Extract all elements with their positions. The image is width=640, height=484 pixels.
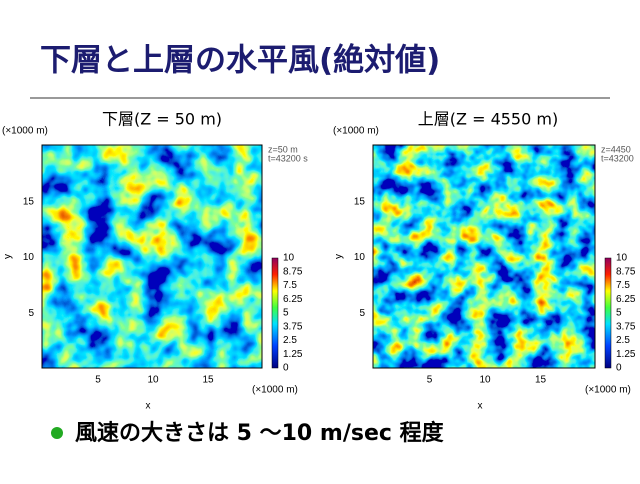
colorbar-label: 5: [616, 308, 622, 319]
bullet-dot: [51, 427, 63, 439]
x-unit: (×1000 m): [585, 385, 631, 396]
x-tick-label: 10: [147, 375, 159, 386]
x-tick-label: 5: [95, 375, 101, 386]
x-tick-label: 5: [427, 375, 433, 386]
colorbar-label: 10: [283, 253, 295, 264]
x-unit: (×1000 m): [252, 385, 298, 396]
heatmap: [42, 145, 262, 368]
panels: 下層(Z = 50 m) (×1000 m) 5 10 15 5 10 15 (×1000 m)…: [2, 110, 636, 412]
colorbar-label: 7.5: [283, 280, 297, 291]
colorbar-label: 10: [616, 253, 628, 264]
x-tick-label: 15: [202, 375, 214, 386]
colorbar-label: 0: [616, 363, 622, 374]
colorbar-label: 2.5: [616, 335, 630, 346]
y-tick-label: 5: [359, 308, 365, 319]
x-tick-label: 10: [479, 375, 491, 386]
heatmap: [373, 145, 595, 368]
colorbar-label: 2.5: [283, 335, 297, 346]
y-tick-label: 10: [354, 252, 366, 263]
y-tick-label: 15: [23, 196, 35, 207]
colorbar-label: 1.25: [616, 349, 636, 360]
colorbar: [604, 257, 612, 369]
colorbar-label: 1.25: [283, 349, 303, 360]
y-tick-label: 5: [28, 308, 34, 319]
slide-title: 下層と上層の水平風(絶対値): [40, 43, 440, 79]
annotation: z=4450: [601, 144, 631, 154]
bullet-text: 風速の大きさは 5 〜10 m/sec 程度: [75, 420, 445, 446]
plot-frame: [41, 144, 263, 369]
colorbar-label: 6.25: [616, 294, 636, 305]
x-tick-label: 15: [535, 375, 547, 386]
colorbar: [271, 257, 279, 369]
y-axis-label: y: [334, 254, 345, 259]
y-tick-label: 10: [23, 252, 35, 263]
colorbar-label: 6.25: [283, 294, 303, 305]
annotation: t=43200: [601, 153, 634, 163]
y-tick-label: 15: [354, 196, 366, 207]
colorbar-label: 3.75: [283, 321, 303, 332]
panel-heading: 上層(Z = 4550 m): [418, 110, 558, 129]
panel-heading: 下層(Z = 50 m): [102, 110, 222, 129]
y-axis-label: y: [3, 254, 14, 259]
annotation: z=50 m: [268, 144, 298, 154]
y-unit: (×1000 m): [2, 126, 48, 137]
colorbar-label: 8.75: [616, 266, 636, 277]
x-axis-label: x: [478, 401, 483, 412]
colorbar-label: 8.75: [283, 266, 303, 277]
colorbar-label: 7.5: [616, 280, 630, 291]
plot-frame: [372, 144, 596, 369]
colorbar-label: 0: [283, 363, 289, 374]
annotation: t=43200 s: [268, 153, 308, 163]
y-unit: (×1000 m): [333, 126, 379, 137]
x-axis-label: x: [146, 401, 151, 412]
colorbar-label: 3.75: [616, 321, 636, 332]
colorbar-label: 5: [283, 308, 289, 319]
